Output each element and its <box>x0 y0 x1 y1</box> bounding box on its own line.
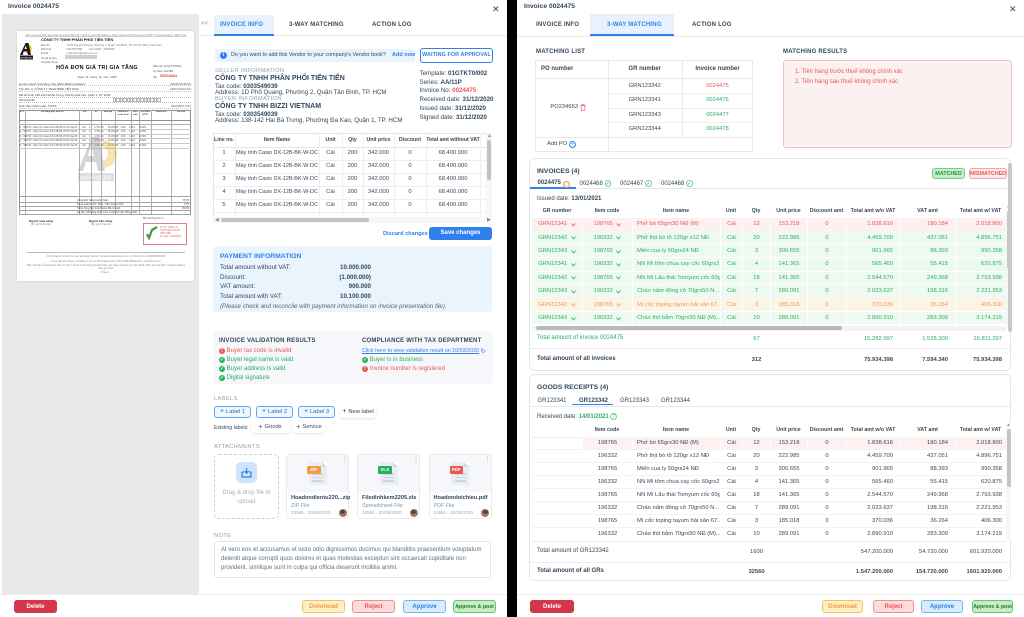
svg-text:ADVANCED: ADVANCED <box>81 176 112 182</box>
svg-text:ADVANCED: ADVANCED <box>21 57 33 60</box>
